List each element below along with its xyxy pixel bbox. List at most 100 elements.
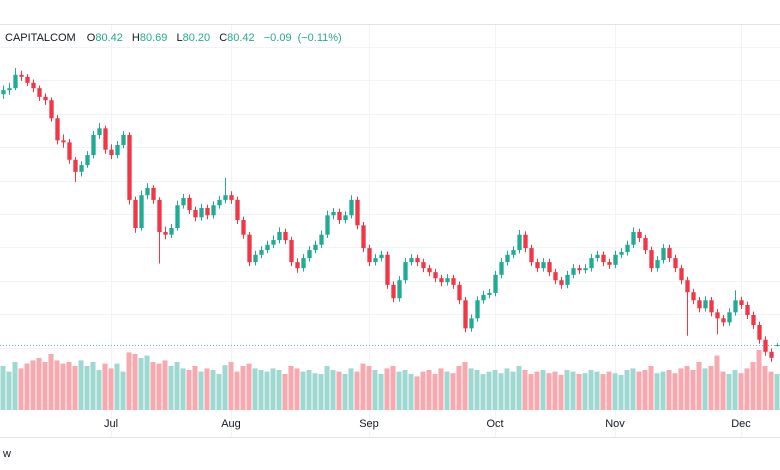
volume-bar xyxy=(624,370,630,410)
volume-bar xyxy=(660,371,666,410)
x-tick-label: Dec xyxy=(731,418,751,430)
candle-body xyxy=(25,76,30,83)
volume-bar xyxy=(0,366,6,410)
volume-bar xyxy=(234,371,240,410)
candle-body xyxy=(637,232,642,239)
volume-bar xyxy=(294,368,300,410)
candle-body xyxy=(307,250,312,259)
candle-body xyxy=(169,228,174,235)
volume-bar xyxy=(108,368,114,410)
candle-body xyxy=(433,272,438,279)
candle-body xyxy=(379,254,384,259)
candle-body xyxy=(541,262,546,269)
volume-bar xyxy=(60,363,66,410)
volume-bar xyxy=(540,370,546,410)
volume-bar xyxy=(618,374,624,410)
candle-body xyxy=(103,128,108,150)
volume-bar xyxy=(438,368,444,410)
candle-body xyxy=(13,74,18,89)
candle-body xyxy=(85,155,90,166)
candle-body xyxy=(745,304,750,315)
candle-body xyxy=(439,278,444,283)
candle-body xyxy=(415,258,420,263)
candle-body xyxy=(469,318,474,329)
volume-bar xyxy=(696,362,702,410)
volume-bar xyxy=(210,370,216,410)
volume-bar xyxy=(360,363,366,410)
candle-body xyxy=(109,149,114,156)
candle-body xyxy=(529,248,534,263)
candle-body xyxy=(37,88,42,97)
volume-bar xyxy=(402,370,408,410)
candle-body xyxy=(577,268,582,271)
candle-body xyxy=(775,344,780,346)
volume-bar xyxy=(282,374,288,410)
volume-bar xyxy=(564,370,570,410)
volume-bar xyxy=(468,368,474,410)
x-tick-label: Nov xyxy=(605,418,625,430)
candle-body xyxy=(703,300,708,309)
candle-body xyxy=(145,187,150,196)
volume-bar xyxy=(48,354,54,410)
volume-bar xyxy=(162,360,168,410)
volume-bar xyxy=(432,374,438,410)
change-percent: (−0.11%) xyxy=(297,32,342,44)
candle-body xyxy=(733,300,738,313)
volume-bar xyxy=(744,368,750,410)
volume-bar xyxy=(138,358,144,410)
volume-bar xyxy=(726,374,732,410)
volume-bar xyxy=(318,374,324,410)
candle-body xyxy=(349,199,354,216)
volume-bar xyxy=(552,371,558,410)
volume-bar xyxy=(222,365,228,410)
volume-bar xyxy=(186,370,192,410)
volume-bar xyxy=(384,368,390,410)
volume-bar xyxy=(630,368,636,410)
candle-body xyxy=(385,254,390,285)
volume-bar xyxy=(276,370,282,410)
candle-body xyxy=(157,199,162,233)
candle-body xyxy=(289,240,294,263)
candle-body xyxy=(739,300,744,305)
candle-body xyxy=(235,199,240,220)
volume-bar xyxy=(450,373,456,410)
volume-bar xyxy=(606,371,612,410)
volume-bar xyxy=(516,366,522,410)
volume-bar xyxy=(666,370,672,410)
candle-body xyxy=(559,280,564,285)
volume-bar xyxy=(738,373,744,410)
candle-body xyxy=(619,252,624,255)
field-label: O xyxy=(86,32,96,44)
candle-body xyxy=(373,258,378,263)
field-label: H xyxy=(131,32,140,44)
candle-body xyxy=(445,278,450,283)
candle-body xyxy=(211,205,216,216)
candle-body xyxy=(91,135,96,156)
volume-bar xyxy=(528,374,534,410)
candle-body xyxy=(613,254,618,265)
candle-body xyxy=(397,280,402,299)
volume-bar xyxy=(690,370,696,410)
candle-body xyxy=(481,294,486,301)
volume-bar xyxy=(330,370,336,410)
candle-body xyxy=(31,82,36,89)
volume-bar xyxy=(570,371,576,410)
candle-body xyxy=(547,262,552,273)
candle-body xyxy=(337,211,342,220)
volume-bar xyxy=(702,368,708,410)
volume-bar xyxy=(426,370,432,410)
candle-body xyxy=(181,197,186,206)
candle-body xyxy=(343,215,348,220)
candle-body xyxy=(691,292,696,301)
candle-body xyxy=(673,258,678,269)
candle-body xyxy=(685,280,690,293)
candle-body xyxy=(259,250,264,255)
candle-body xyxy=(331,211,336,216)
volume-bar xyxy=(342,374,348,410)
volume-bar xyxy=(732,370,738,410)
volume-bar xyxy=(534,371,540,410)
candle-body xyxy=(523,234,528,249)
candle-body xyxy=(217,199,222,206)
volume-bar xyxy=(84,366,90,410)
x-tick-label: Oct xyxy=(486,418,503,430)
